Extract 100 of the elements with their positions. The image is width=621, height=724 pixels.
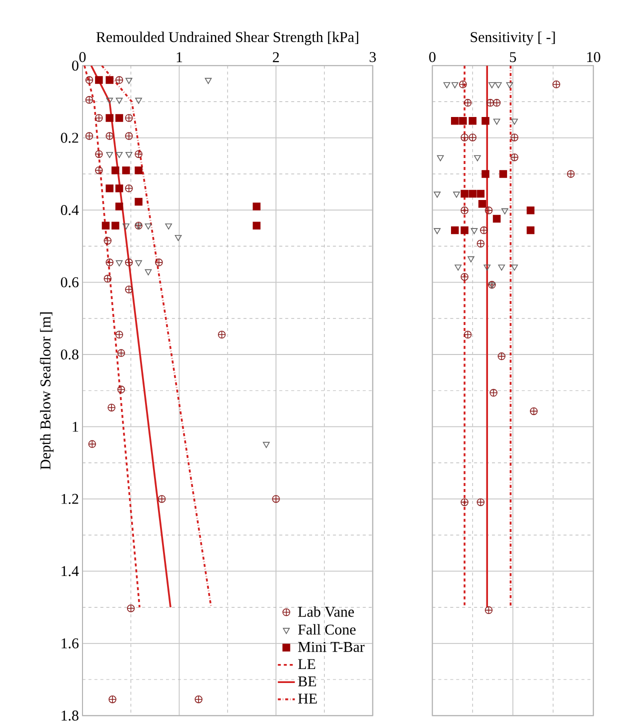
point bbox=[498, 352, 506, 360]
point bbox=[252, 222, 260, 230]
point bbox=[492, 214, 501, 223]
point bbox=[460, 206, 468, 214]
point bbox=[194, 695, 202, 704]
point bbox=[106, 184, 114, 192]
point bbox=[88, 440, 96, 448]
point bbox=[460, 134, 468, 142]
point bbox=[85, 96, 94, 104]
y-tick-label: 1.6 bbox=[62, 638, 78, 648]
point bbox=[117, 349, 125, 357]
point bbox=[467, 256, 474, 262]
y-tick-label: 0.4 bbox=[60, 204, 79, 216]
point bbox=[115, 76, 124, 84]
legend-label: HE bbox=[298, 694, 317, 704]
point bbox=[450, 116, 459, 125]
point bbox=[108, 695, 116, 704]
point bbox=[464, 330, 472, 339]
point bbox=[124, 184, 133, 192]
x-tick-label: 3 bbox=[370, 52, 376, 62]
point bbox=[85, 132, 94, 140]
point bbox=[468, 116, 476, 125]
point bbox=[484, 264, 490, 271]
point bbox=[510, 264, 518, 271]
y-tick-label: 0.6 bbox=[60, 277, 78, 288]
point bbox=[122, 223, 130, 230]
point bbox=[458, 116, 467, 125]
point bbox=[468, 134, 476, 142]
point bbox=[510, 118, 518, 125]
point bbox=[434, 228, 440, 234]
point bbox=[486, 98, 494, 107]
point bbox=[458, 80, 467, 88]
x-tick-label: 10 bbox=[587, 52, 600, 62]
point bbox=[115, 202, 124, 210]
legend-label: Fall Cone bbox=[298, 624, 356, 635]
point bbox=[460, 190, 468, 198]
point bbox=[454, 264, 462, 271]
point bbox=[134, 150, 142, 158]
point bbox=[106, 258, 114, 266]
point bbox=[443, 82, 450, 88]
point bbox=[476, 498, 484, 506]
point bbox=[494, 82, 502, 88]
x-tick-label: 2 bbox=[272, 52, 279, 62]
point bbox=[272, 495, 280, 503]
point bbox=[484, 206, 492, 214]
point bbox=[165, 223, 172, 230]
point bbox=[102, 222, 110, 230]
point bbox=[204, 78, 212, 84]
point bbox=[530, 407, 538, 416]
y-axis-title: Depth Below Seafloor [m] bbox=[40, 312, 54, 470]
point bbox=[492, 98, 501, 107]
point bbox=[436, 155, 444, 162]
point bbox=[460, 226, 468, 234]
point bbox=[498, 264, 505, 271]
x-tick-label: 0 bbox=[79, 52, 86, 62]
point bbox=[124, 258, 133, 266]
point bbox=[490, 388, 498, 397]
point bbox=[122, 166, 130, 174]
point bbox=[94, 76, 103, 84]
point bbox=[135, 98, 142, 104]
point bbox=[116, 152, 123, 158]
point bbox=[144, 223, 152, 230]
point bbox=[134, 166, 142, 174]
x-axis-title: Sensitivity [ -] bbox=[470, 32, 555, 46]
point bbox=[480, 226, 488, 234]
point bbox=[493, 118, 500, 125]
point bbox=[124, 114, 133, 122]
y-tick-label: 0 bbox=[72, 60, 78, 71]
point bbox=[464, 98, 472, 107]
point bbox=[526, 206, 534, 214]
point bbox=[470, 228, 478, 234]
point bbox=[510, 134, 518, 142]
y-tick-label: 0.8 bbox=[60, 349, 78, 360]
point bbox=[218, 330, 226, 339]
point bbox=[115, 330, 124, 339]
point bbox=[476, 240, 484, 248]
point bbox=[135, 260, 142, 266]
point bbox=[106, 98, 113, 104]
point bbox=[488, 82, 496, 88]
point bbox=[124, 286, 133, 294]
point bbox=[106, 114, 114, 122]
point bbox=[115, 114, 124, 122]
point bbox=[468, 190, 476, 198]
point bbox=[108, 404, 116, 412]
point bbox=[484, 606, 492, 614]
point bbox=[111, 166, 120, 174]
point bbox=[566, 170, 575, 178]
point bbox=[252, 202, 260, 210]
point bbox=[158, 495, 166, 503]
point bbox=[476, 190, 484, 198]
point bbox=[499, 170, 507, 178]
point bbox=[85, 76, 94, 84]
point bbox=[506, 82, 513, 88]
point bbox=[434, 192, 440, 198]
y-tick-label: 1.2 bbox=[62, 494, 78, 504]
point bbox=[94, 150, 103, 158]
point bbox=[451, 82, 458, 88]
point bbox=[478, 200, 486, 208]
y-tick-label: 1.8 bbox=[62, 710, 78, 721]
point bbox=[94, 114, 103, 122]
